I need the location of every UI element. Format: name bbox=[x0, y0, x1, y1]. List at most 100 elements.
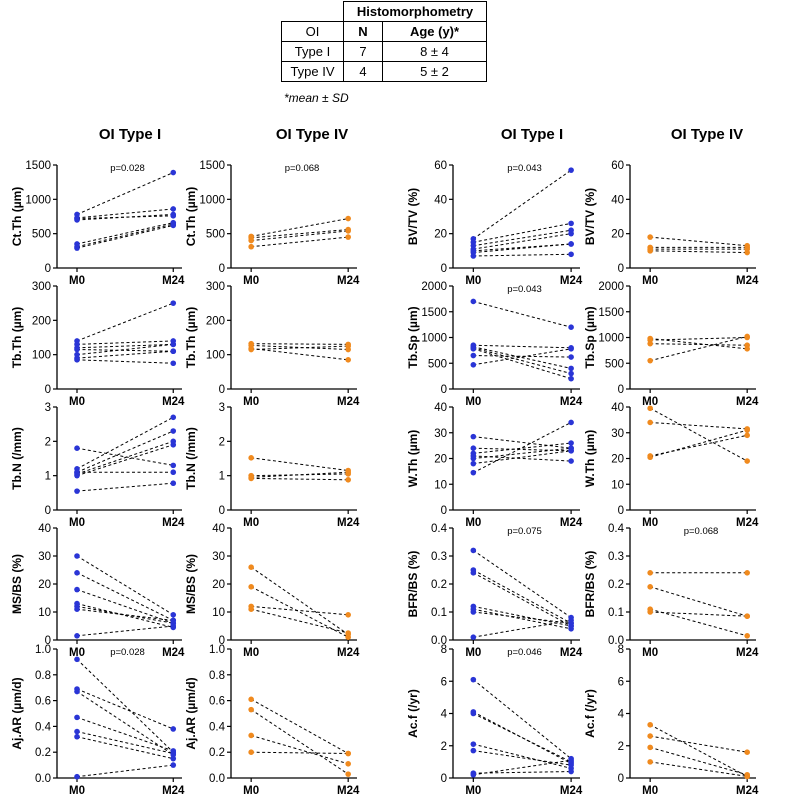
paired-line bbox=[649, 724, 748, 777]
y-tick-label: 0.8 bbox=[209, 670, 225, 682]
panel-aj-ar-m-d-type-i: 0.0 0.2 0.4 0.6 0.8 1.0 M0 M24 Aj.AR (µm/d) p=0.0… bbox=[10, 644, 185, 797]
paired-line bbox=[473, 243, 572, 254]
data-point bbox=[647, 357, 653, 364]
y-axis-label: Ct.Th (µm) bbox=[184, 187, 198, 247]
x-tick-label: M24 bbox=[162, 275, 185, 287]
y-tick-label: 10 bbox=[434, 479, 447, 491]
x-tick-label: M24 bbox=[337, 275, 360, 287]
paired-line bbox=[473, 455, 572, 462]
data-point bbox=[647, 584, 653, 590]
data-point bbox=[568, 447, 574, 454]
data-point bbox=[568, 757, 574, 764]
table-footnote: *mean ± SD bbox=[284, 91, 349, 105]
y-tick-label: 100 bbox=[32, 350, 51, 362]
paired-line bbox=[76, 444, 174, 477]
x-tick-label: M24 bbox=[560, 647, 583, 659]
y-tick-label: 1500 bbox=[421, 307, 447, 319]
data-point bbox=[170, 612, 177, 618]
y-tick-label: 0.4 bbox=[35, 721, 52, 733]
data-point bbox=[248, 606, 254, 612]
y-tick-label: 2 bbox=[618, 741, 624, 753]
data-point bbox=[647, 759, 653, 765]
y-tick-label: 8 bbox=[618, 644, 624, 656]
paired-line bbox=[473, 300, 572, 328]
y-axis-label: Aj.AR (µm/d) bbox=[10, 677, 24, 749]
y-tick-label: 0 bbox=[219, 384, 225, 396]
paired-line bbox=[473, 229, 572, 247]
paired-line bbox=[251, 734, 349, 765]
p-value-label: p=0.028 bbox=[110, 647, 145, 658]
paired-line bbox=[251, 229, 349, 239]
data-point bbox=[568, 241, 574, 247]
paired-line bbox=[76, 736, 174, 760]
data-point bbox=[345, 750, 351, 757]
data-point bbox=[74, 586, 80, 593]
paired-line bbox=[76, 572, 174, 621]
y-tick-label: 1500 bbox=[199, 160, 225, 172]
paired-line bbox=[473, 447, 572, 459]
y-tick-label: 1000 bbox=[421, 333, 447, 345]
paired-line bbox=[76, 359, 174, 364]
paired-line bbox=[76, 447, 174, 466]
paired-line bbox=[473, 759, 572, 776]
data-point bbox=[170, 755, 177, 762]
paired-line bbox=[76, 213, 174, 221]
x-tick-label: M0 bbox=[642, 647, 658, 659]
paired-line bbox=[76, 343, 174, 356]
y-tick-label: 1.0 bbox=[209, 644, 225, 656]
data-point bbox=[647, 609, 653, 615]
panel-bv-tv-type-i: 0 20 40 60 M0 M24 BV/TV (%) p=0.043 bbox=[406, 160, 583, 287]
y-tick-label: 3 bbox=[45, 402, 51, 414]
data-point bbox=[74, 469, 80, 476]
data-point bbox=[74, 357, 80, 363]
y-tick-label: 1500 bbox=[25, 160, 51, 172]
paired-line bbox=[473, 436, 572, 449]
y-tick-label: 2 bbox=[219, 436, 225, 448]
paired-line bbox=[251, 343, 349, 345]
y-tick-label: 0 bbox=[618, 263, 624, 275]
x-tick-label: M0 bbox=[465, 785, 481, 797]
y-tick-label: 0 bbox=[441, 505, 447, 517]
y-tick-label: 200 bbox=[206, 315, 225, 327]
y-tick-label: 0.6 bbox=[35, 696, 51, 708]
y-tick-label: 1 bbox=[219, 471, 225, 483]
data-point bbox=[170, 428, 177, 434]
paired-line bbox=[473, 608, 572, 630]
y-tick-label: 0.2 bbox=[608, 579, 624, 591]
panel-ac-f-yr-type-iv: 0 2 4 6 8 M0 M24 Ac.f (/yr) bbox=[583, 644, 759, 797]
paired-line bbox=[250, 566, 349, 635]
x-tick-label: M0 bbox=[642, 275, 658, 287]
paired-line bbox=[473, 711, 572, 764]
y-tick-label: 40 bbox=[611, 402, 624, 414]
x-tick-label: M0 bbox=[642, 785, 658, 797]
data-point bbox=[568, 324, 574, 331]
y-tick-label: 2000 bbox=[598, 281, 624, 293]
data-point bbox=[345, 761, 351, 767]
data-point bbox=[470, 455, 477, 462]
paired-line bbox=[473, 572, 572, 627]
y-tick-label: 3 bbox=[219, 402, 225, 414]
y-axis-label: BFR/BS (%) bbox=[583, 551, 597, 618]
paired-line bbox=[76, 430, 174, 473]
p-value-label: p=0.028 bbox=[110, 163, 145, 174]
paired-line bbox=[650, 608, 748, 637]
data-point bbox=[744, 249, 750, 256]
data-point bbox=[74, 714, 80, 721]
y-tick-label: 500 bbox=[605, 358, 624, 370]
y-tick-label: 30 bbox=[212, 551, 225, 563]
y-tick-label: 4 bbox=[618, 709, 625, 721]
y-axis-label: BV/TV (%) bbox=[406, 188, 420, 245]
paired-line bbox=[251, 471, 349, 478]
data-point bbox=[170, 300, 177, 306]
data-point bbox=[345, 630, 351, 636]
paired-line bbox=[76, 440, 174, 475]
data-point bbox=[248, 696, 254, 703]
x-tick-label: M24 bbox=[560, 275, 583, 287]
x-tick-label: M0 bbox=[243, 396, 259, 408]
x-tick-label: M0 bbox=[243, 275, 259, 287]
y-tick-label: 2000 bbox=[421, 281, 447, 293]
paired-line bbox=[76, 302, 174, 342]
x-tick-label: M24 bbox=[736, 517, 759, 529]
data-point bbox=[568, 354, 574, 360]
